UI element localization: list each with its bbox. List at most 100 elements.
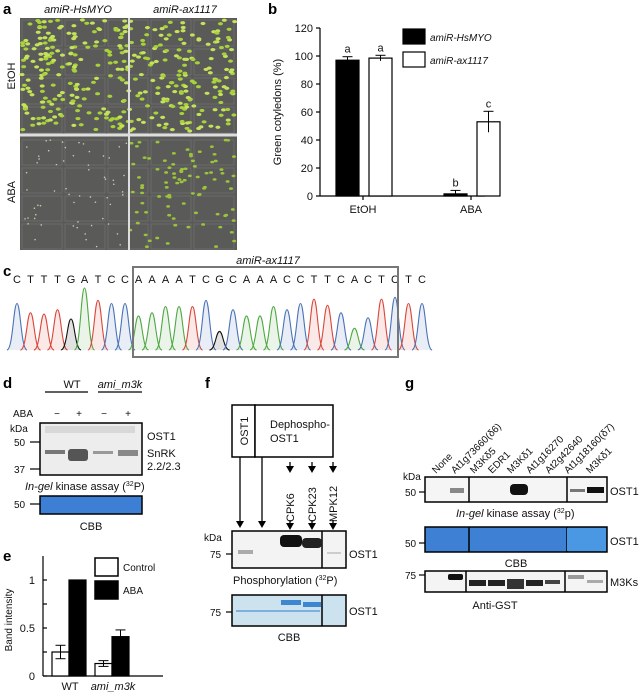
seedling	[194, 61, 200, 65]
seedling	[69, 93, 75, 97]
seedling	[176, 56, 182, 60]
plate-grid-cell	[150, 77, 192, 105]
sequence-base: C	[229, 274, 237, 286]
seedling	[217, 22, 223, 26]
plate-grid-cell	[64, 139, 106, 166]
seed	[125, 142, 128, 145]
seedling	[155, 91, 161, 95]
seedling	[153, 111, 159, 115]
seed	[107, 223, 110, 225]
marker: 50	[405, 488, 417, 499]
legend-swatch	[94, 580, 119, 600]
seedling	[195, 85, 201, 89]
seedling	[81, 97, 87, 101]
marker: 50	[14, 438, 26, 449]
seedling	[129, 59, 135, 63]
seedling	[71, 123, 77, 128]
trace-peak	[303, 298, 325, 351]
seedling	[36, 116, 42, 121]
marker: 50	[405, 539, 417, 550]
seed	[72, 154, 75, 157]
seedling	[144, 26, 150, 30]
seedling	[119, 32, 125, 36]
seed	[62, 160, 65, 162]
sequence-base: T	[41, 274, 48, 286]
plate-grid-cell	[64, 195, 106, 222]
seedling	[139, 97, 145, 101]
seed	[78, 195, 81, 197]
ingel-blot-g	[424, 476, 608, 503]
trace-peak	[19, 312, 42, 351]
trace-peak	[289, 302, 312, 351]
seedling	[145, 104, 151, 108]
seedling	[187, 98, 193, 102]
seedling	[59, 114, 65, 118]
seedling	[75, 116, 81, 121]
seedling	[59, 65, 65, 69]
seedling	[101, 107, 107, 111]
trace-peak	[370, 298, 393, 351]
panel-label-g: g	[405, 375, 414, 392]
seedling	[167, 166, 172, 170]
seedling	[42, 96, 48, 100]
seed	[102, 155, 105, 157]
seedling	[118, 35, 124, 40]
seedling	[21, 83, 27, 87]
band-label-snrk-num: 2.2/2.3	[147, 461, 181, 473]
dephospho-box	[254, 404, 334, 458]
treatment: +	[76, 409, 82, 420]
seedling	[189, 33, 195, 37]
antigst-label: Anti-GST	[472, 600, 518, 612]
seed	[34, 213, 37, 216]
seedling	[138, 72, 144, 77]
seedling	[50, 45, 56, 49]
seed	[112, 183, 115, 186]
seedling	[137, 140, 142, 144]
seedling	[182, 178, 187, 182]
seedling	[78, 57, 84, 62]
sequence-base: A	[81, 274, 89, 286]
seedling	[155, 140, 160, 144]
seedling	[132, 77, 138, 81]
seedling	[114, 117, 120, 121]
seedling	[177, 178, 182, 181]
seedling	[78, 123, 84, 127]
seedling	[204, 91, 210, 95]
seedling	[201, 120, 207, 124]
seedling	[192, 165, 197, 168]
seed	[87, 164, 90, 166]
legend-swatch	[402, 28, 426, 45]
seedling	[59, 53, 65, 57]
phospho-blot-f	[231, 530, 347, 569]
seed	[33, 217, 36, 220]
seed	[45, 139, 48, 142]
seed	[24, 218, 26, 220]
bar	[335, 59, 360, 197]
plate-grid-cell	[64, 77, 106, 105]
seedling	[207, 71, 213, 75]
seedling	[89, 21, 95, 25]
seedling	[164, 99, 170, 103]
sequence-base: T	[95, 274, 102, 286]
seedling	[186, 49, 192, 53]
seedling	[182, 84, 188, 89]
seedling	[172, 176, 177, 179]
trace-peak	[33, 313, 55, 351]
seedling	[91, 30, 97, 34]
seedling	[94, 40, 100, 44]
seedling	[184, 126, 190, 131]
seedling	[41, 121, 47, 125]
seedling	[140, 38, 146, 43]
seedling	[166, 33, 172, 37]
seedling	[142, 90, 148, 94]
seedling	[183, 167, 188, 171]
seedling	[167, 213, 172, 217]
y-tick-label: 0	[29, 671, 35, 683]
seedling	[160, 100, 166, 104]
seedling	[131, 53, 137, 57]
seedling	[122, 30, 128, 34]
seedling	[117, 44, 123, 48]
seedling	[74, 82, 80, 87]
sequence-base: T	[27, 274, 34, 286]
seedling	[176, 48, 182, 52]
